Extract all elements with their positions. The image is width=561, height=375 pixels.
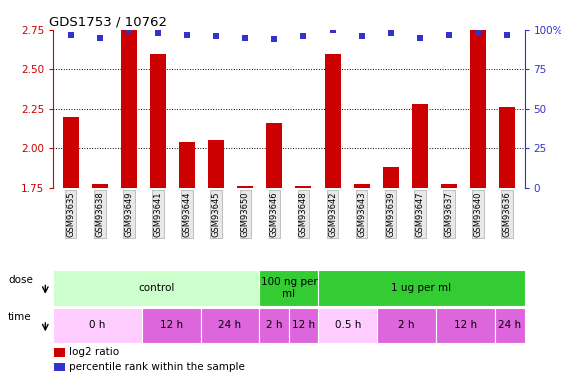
Bar (319, 308, 378, 343)
Bar (319, 270, 525, 306)
Text: GSM93645: GSM93645 (211, 191, 220, 237)
Bar (296, 186, 311, 188)
Text: GSM93636: GSM93636 (503, 191, 512, 237)
Bar (289, 308, 319, 343)
Text: GSM93635: GSM93635 (66, 191, 75, 237)
Point (66, 32, 75, 38)
Bar (54, 363, 65, 371)
Text: 12 h: 12 h (454, 320, 477, 330)
Bar (412, 104, 428, 188)
Point (473, 30, 482, 36)
Point (211, 33, 220, 39)
Point (357, 33, 366, 39)
Bar (53, 308, 142, 343)
Text: GSM93638: GSM93638 (95, 191, 104, 237)
Bar (353, 184, 370, 188)
Point (154, 30, 163, 36)
Bar (259, 308, 289, 343)
Bar (179, 142, 195, 188)
Bar (201, 308, 259, 343)
Text: 0 h: 0 h (89, 320, 105, 330)
Bar (150, 54, 166, 188)
Text: GSM93642: GSM93642 (328, 191, 337, 237)
Point (444, 32, 453, 38)
Text: GSM93641: GSM93641 (154, 191, 163, 237)
Text: control: control (138, 283, 174, 293)
Text: GSM93646: GSM93646 (270, 191, 279, 237)
Point (270, 36, 279, 42)
Text: 12 h: 12 h (292, 320, 315, 330)
Bar (383, 167, 399, 188)
Text: time: time (8, 312, 31, 322)
Text: percentile rank within the sample: percentile rank within the sample (69, 362, 245, 372)
Bar (499, 107, 515, 188)
Text: 2 h: 2 h (398, 320, 415, 330)
Bar (237, 186, 253, 188)
Text: GSM93647: GSM93647 (415, 191, 424, 237)
Text: GDS1753 / 10762: GDS1753 / 10762 (49, 16, 167, 29)
Text: 24 h: 24 h (498, 320, 521, 330)
Bar (142, 308, 201, 343)
Text: GSM93650: GSM93650 (241, 191, 250, 237)
Point (415, 35, 424, 41)
Bar (121, 30, 137, 188)
Point (328, 27, 337, 33)
Text: 24 h: 24 h (218, 320, 242, 330)
Point (299, 33, 308, 39)
Bar (436, 308, 495, 343)
Text: GSM93639: GSM93639 (386, 191, 396, 237)
Text: 100 ng per
ml: 100 ng per ml (260, 277, 318, 298)
Text: 0.5 h: 0.5 h (334, 320, 361, 330)
Text: GSM93643: GSM93643 (357, 191, 366, 237)
Text: 1 ug per ml: 1 ug per ml (392, 283, 452, 293)
Bar (53, 270, 259, 306)
Text: log2 ratio: log2 ratio (69, 348, 119, 357)
Point (183, 32, 192, 38)
Bar (259, 270, 319, 306)
Point (503, 32, 512, 38)
Bar (54, 348, 65, 357)
Bar (325, 54, 341, 188)
Bar (266, 123, 282, 188)
Bar (377, 308, 436, 343)
Bar (495, 308, 525, 343)
Bar (92, 184, 108, 188)
Point (95, 35, 104, 41)
Text: GSM93648: GSM93648 (299, 191, 308, 237)
Bar (63, 117, 79, 188)
Text: GSM93640: GSM93640 (473, 191, 482, 237)
Point (125, 27, 134, 33)
Text: dose: dose (8, 275, 33, 285)
Text: GSM93649: GSM93649 (125, 191, 134, 237)
Point (386, 30, 395, 36)
Bar (470, 22, 486, 188)
Text: GSM93637: GSM93637 (444, 191, 453, 237)
Bar (441, 184, 457, 188)
Text: 12 h: 12 h (159, 320, 183, 330)
Point (241, 35, 250, 41)
Text: 2 h: 2 h (266, 320, 282, 330)
Bar (208, 140, 224, 188)
Text: GSM93644: GSM93644 (182, 191, 192, 237)
